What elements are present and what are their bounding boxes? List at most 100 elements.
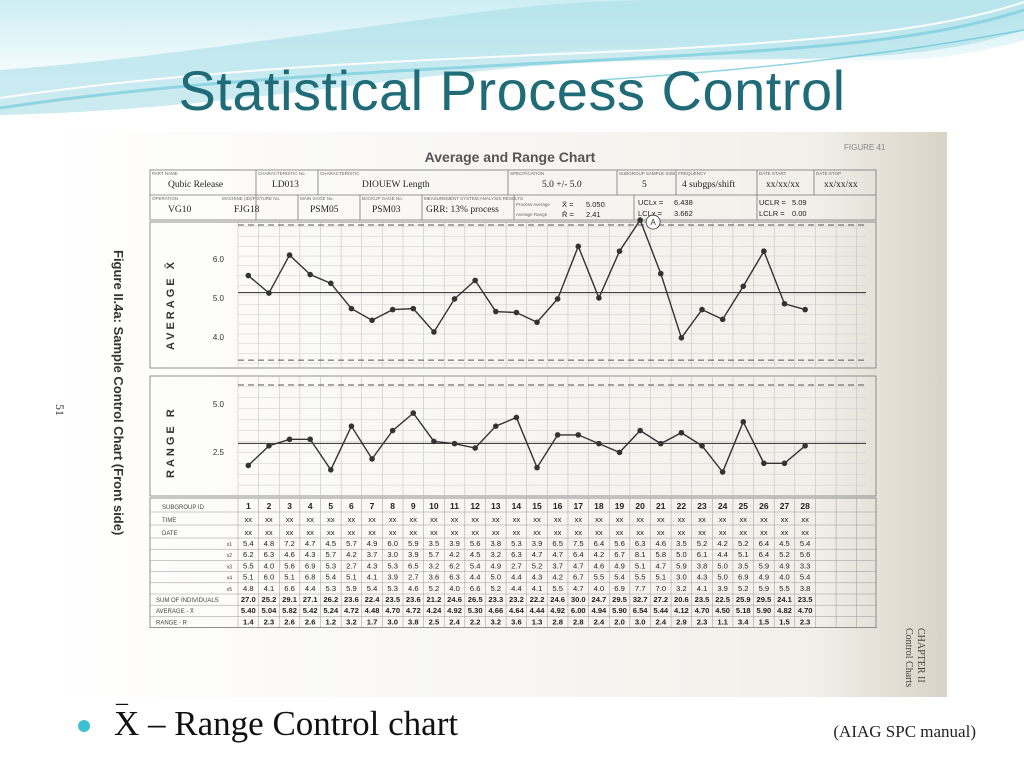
table-cell: 5.1 [243, 573, 254, 582]
table-cell: xx [451, 528, 459, 537]
table-cell: 6.7 [573, 573, 584, 582]
table-cell: 5.8 [655, 550, 666, 559]
range-point [554, 432, 561, 438]
table-cell: 4.72 [406, 606, 421, 615]
table-cell: 11 [450, 501, 459, 511]
table-cell: 27.0 [241, 595, 256, 604]
table-cell: 10 [429, 501, 439, 511]
table-cell: xx [492, 515, 500, 524]
table-cell: 3.2 [676, 584, 687, 593]
table-cell: 26.5 [468, 595, 484, 604]
table-cell: 1 [246, 501, 251, 511]
table-cell: 6.9 [614, 584, 625, 593]
table-cell: 8 [390, 501, 395, 511]
average-point [451, 296, 458, 302]
bullet-row: _ X – Range Control chart (AIAG SPC manu… [72, 682, 976, 760]
table-cell: 4.0 [779, 573, 790, 582]
svg-text:MACHINE (ID)/FIXTURE No.: MACHINE (ID)/FIXTURE No. [222, 196, 280, 201]
range-point [637, 427, 643, 434]
table-cell: 5.1 [284, 573, 295, 582]
table-cell: 25.9 [736, 595, 751, 604]
table-cell: 5.30 [468, 606, 483, 615]
table-cell: 5.1 [738, 550, 749, 559]
average-point [492, 308, 499, 315]
range-point [719, 469, 726, 475]
table-cell: 4.6 [284, 550, 295, 559]
table-cell: 4.4 [511, 584, 522, 593]
table-cell: 5.2 [532, 561, 543, 570]
table-cell: 4.7 [305, 539, 316, 548]
table-cell: 5.7 [429, 550, 440, 559]
table-cell: xx [533, 528, 541, 537]
table-cell: xx [657, 515, 665, 524]
average-point [307, 271, 313, 278]
range-point [472, 445, 478, 451]
range-point [616, 449, 623, 456]
table-cell: xx [265, 528, 273, 537]
table-cell: 3.0 [635, 617, 646, 626]
table-cell: 5.9 [759, 584, 770, 593]
table-cell: 4.7 [573, 584, 584, 593]
table-cell: xx [286, 515, 294, 524]
table-cell: 3.9 [532, 539, 543, 548]
svg-text:BACKUP GAGE No.: BACKUP GAGE No. [362, 196, 403, 201]
table-cell: 3.5 [676, 539, 687, 548]
table-cell: xx [286, 528, 294, 537]
table-cell: 5.3 [326, 561, 337, 570]
table-cell: 4.1 [264, 584, 275, 593]
table-cell: 6.5 [408, 561, 419, 570]
table-cell: 5.40 [241, 606, 256, 615]
table-cell: 5.4 [470, 561, 481, 570]
operation: VG10 [168, 205, 191, 215]
table-cell: 6.3 [511, 550, 522, 559]
table-cell: 5.2 [429, 584, 440, 593]
average-point [740, 283, 747, 290]
table-cell: 5.9 [676, 561, 687, 570]
table-cell: 2.7 [346, 561, 357, 570]
range-tick-2-5: 2.5 [213, 448, 225, 457]
table-cell: xx [471, 515, 479, 524]
table-cell: 6 [349, 501, 354, 511]
table-cell: 3.9 [717, 584, 728, 593]
range-point [575, 432, 582, 438]
range-point [699, 443, 705, 449]
table-cell: 2.4 [655, 617, 666, 626]
average-point [266, 290, 272, 296]
range-point [657, 440, 664, 447]
x-bar-mark: _ [116, 682, 128, 708]
average-range-chart-form: Average and Range Chart FIGURE 41 Figure… [44, 132, 947, 697]
table-cell: 1.1 [717, 617, 728, 626]
table-row-label-x1: x1 [227, 542, 233, 548]
table-cell: 7.2 [284, 539, 295, 548]
table-cell: 4.0 [264, 561, 275, 570]
annotation-marker [645, 214, 661, 230]
table-cell: 26.2 [323, 595, 338, 604]
svg-text:OPERATION: OPERATION [152, 196, 178, 201]
wave-line-1 [0, 8, 1024, 110]
table-cell: xx [739, 515, 747, 524]
table-cell: 4.9 [759, 573, 770, 582]
average-point [328, 280, 334, 287]
table-cell: 2.3 [697, 617, 708, 626]
table-cell: xx [719, 528, 727, 537]
svg-text:MAIN GAGE No.: MAIN GAGE No. [300, 196, 334, 201]
table-cell: 5.9 [408, 539, 419, 548]
range-point [369, 456, 375, 462]
table-cell: 3.6 [429, 573, 440, 582]
average-point [513, 309, 520, 316]
average-point [761, 248, 767, 254]
table-row-label-x2: x2 [227, 553, 233, 559]
table-cell: 24.1 [777, 595, 793, 604]
page-number: 51 [53, 404, 67, 416]
table-cell: 2.6 [305, 617, 316, 626]
average-point [286, 252, 293, 258]
svg-text:R̄ =: R̄ = [562, 210, 575, 219]
table-cell: 4.6 [655, 539, 666, 548]
table-cell: xx [306, 515, 314, 524]
average-point [781, 300, 788, 307]
table-cell: 2.0 [614, 617, 625, 626]
table-cell: 5.2 [738, 539, 749, 548]
table-cell: 5.4 [614, 573, 625, 582]
table-cell: 4.1 [697, 584, 708, 593]
table-cell: 26 [759, 501, 769, 511]
